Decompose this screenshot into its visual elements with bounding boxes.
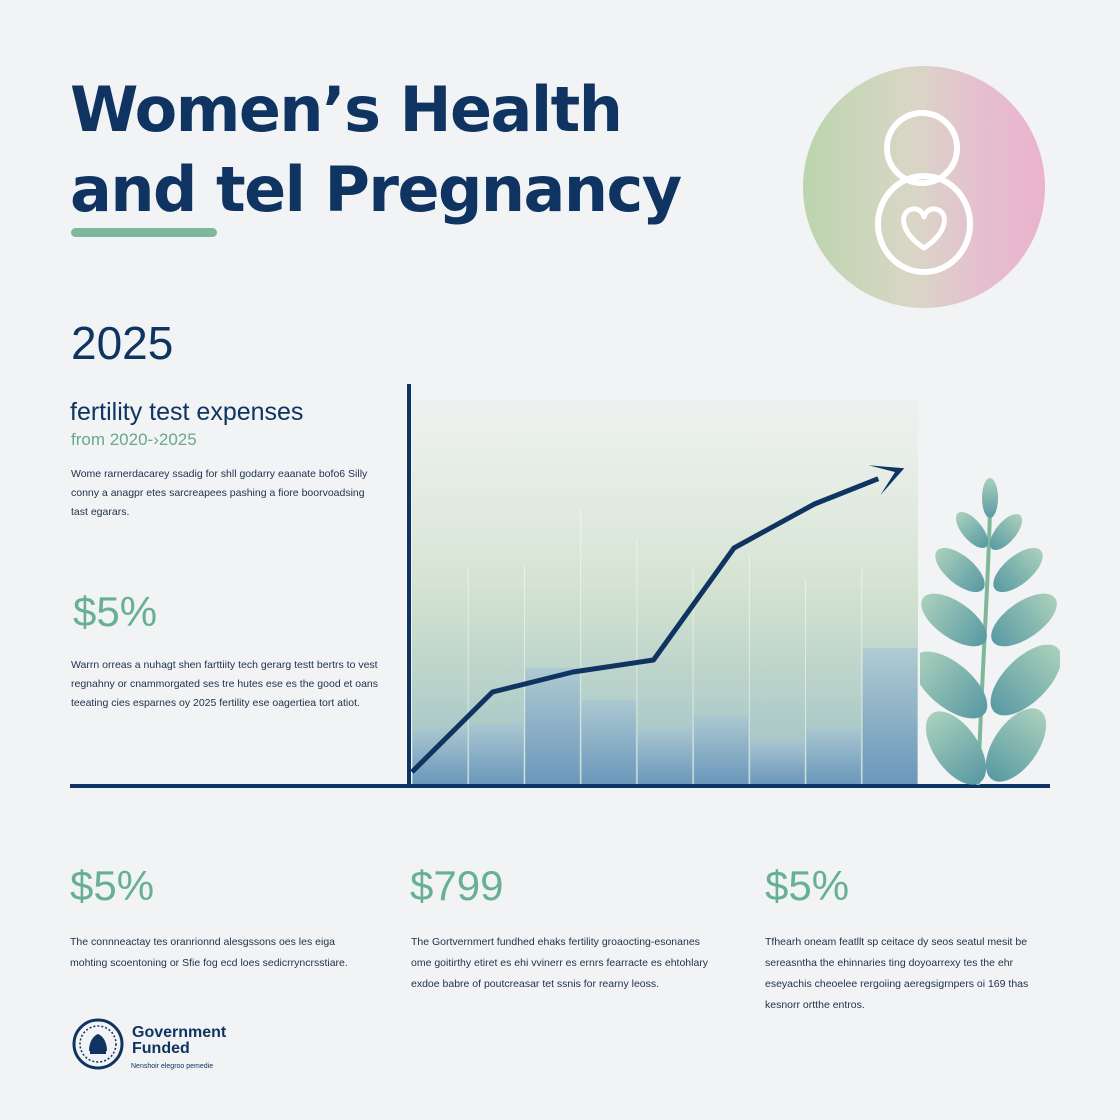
title-underline xyxy=(71,228,217,237)
bar-5 xyxy=(637,728,693,784)
pregnancy-heart-icon xyxy=(875,110,973,275)
title-line-2: and tel Pregnancy xyxy=(70,153,682,226)
date-range: from 2020-›2025 xyxy=(71,430,197,449)
page-title: Women’s Health and tel Pregnancy xyxy=(70,70,682,230)
bottom-stat-3-text: Tfhearh oneam featllt sp ceitace dy seos… xyxy=(765,936,1029,1011)
bottom-stat-2-value: $799 xyxy=(410,862,504,909)
bottom-stat-1-value: $5% xyxy=(70,862,155,909)
plant-icon xyxy=(920,478,1060,786)
pregnancy-badge xyxy=(803,66,1045,308)
footer-tagline: Nenshoir elegroo pemedie xyxy=(131,1063,214,1070)
bar-8 xyxy=(806,728,861,784)
footer-organization: Government Funded xyxy=(132,1025,226,1057)
year-label: 2025 xyxy=(71,317,174,369)
chart-background xyxy=(412,400,918,785)
government-seal-icon xyxy=(72,1018,124,1070)
trend-line xyxy=(410,476,880,774)
footer-name-line-1: Government xyxy=(132,1024,227,1041)
bottom-stat-1-text: The connneactay tes oranrionnd alesgsson… xyxy=(70,936,348,969)
left-stat-value: $5% xyxy=(73,588,158,635)
chart-subtitle: fertility test expenses xyxy=(70,398,304,426)
bottom-stat-3-value: $5% xyxy=(765,862,850,909)
bar-2 xyxy=(469,724,524,784)
detail-paragraph: Warrn orreas a nuhagt shen farttiity tec… xyxy=(71,659,379,709)
title-line-1: Women’s Health xyxy=(70,73,623,146)
bar-1 xyxy=(413,728,468,784)
bottom-stat-2-text: The Gortvernmert fundhed ehaks fertility… xyxy=(411,936,709,990)
trend-arrowhead xyxy=(868,465,905,495)
intro-paragraph: Wome rarnerdacarey ssadig for shll godar… xyxy=(71,468,368,518)
bar-7 xyxy=(750,740,805,784)
footer-name-line-2: Funded xyxy=(132,1040,190,1057)
bar-3 xyxy=(525,668,580,784)
bar-4 xyxy=(581,700,636,784)
bar-9 xyxy=(862,648,917,784)
bar-6 xyxy=(694,716,749,784)
